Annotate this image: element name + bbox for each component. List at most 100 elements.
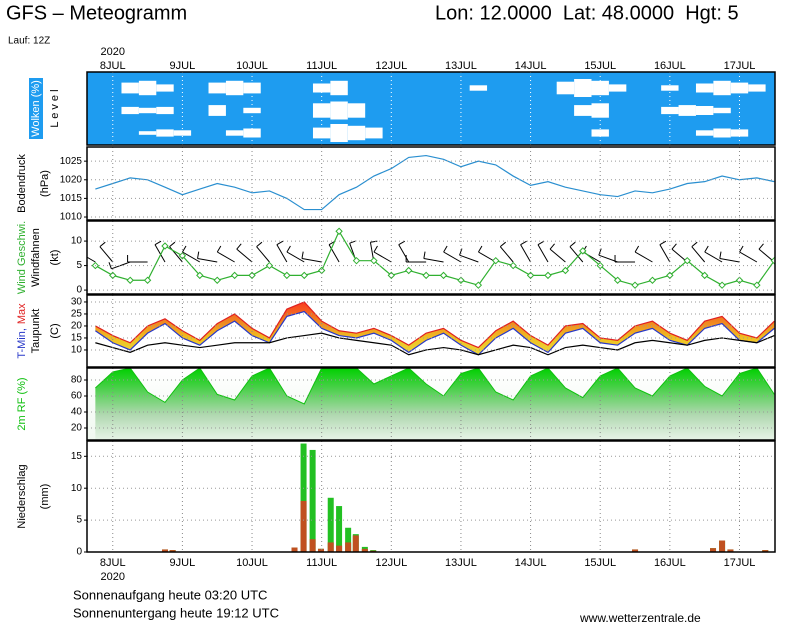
y-tick-label: 5	[76, 260, 82, 271]
wind-barb	[499, 246, 514, 263]
barb-feather	[569, 241, 576, 248]
cloud-cover	[121, 82, 139, 94]
x-tick-label: 13JUL	[445, 557, 477, 569]
panel	[78, 227, 775, 289]
axis-label-part: L e v e l	[49, 89, 61, 127]
barb-feather	[691, 241, 698, 248]
x-tick-label: 11JUL	[306, 557, 337, 569]
marker	[509, 261, 517, 270]
wind-barb	[659, 244, 671, 263]
bar	[169, 550, 176, 552]
wind-barb	[520, 244, 532, 263]
marker	[648, 276, 657, 284]
cloud-cover	[225, 130, 244, 136]
marker	[544, 271, 552, 280]
bar	[336, 545, 343, 552]
bar	[345, 527, 352, 552]
line	[95, 229, 775, 286]
x-tick-label: 17JUL	[724, 557, 756, 569]
axis-label-part: (kt)	[49, 250, 61, 266]
cloud-cover	[330, 124, 348, 142]
level-label: Mittel	[60, 105, 84, 116]
axis-label: Taupunkt	[30, 309, 42, 354]
cloud-cover	[713, 80, 731, 96]
panel-frame	[86, 146, 776, 221]
panel	[161, 443, 769, 552]
wind-barb	[739, 251, 758, 263]
panel-frame	[86, 71, 776, 146]
cloud-cover	[156, 106, 174, 115]
wind-barb	[276, 244, 288, 263]
axis-label: (C)	[49, 323, 61, 338]
run: Lauf: 12Z	[8, 36, 50, 47]
marker	[109, 271, 117, 280]
cloud-cover	[574, 105, 592, 116]
barb-feather	[373, 245, 378, 253]
y-tick-label: 20	[71, 321, 83, 332]
cloud-cover	[661, 106, 679, 115]
y-tick-label: 15	[71, 333, 83, 344]
cloud-cover	[225, 80, 244, 96]
barb-feather	[598, 248, 602, 256]
axis-label: T-Min, Max	[16, 303, 28, 359]
y-tick-label: 10	[71, 345, 83, 356]
area-line	[95, 368, 775, 405]
wind-barb	[236, 248, 253, 263]
barb-feather	[398, 240, 406, 246]
axis-label-part: Wind Geschwi.	[16, 221, 28, 294]
panel-frame	[86, 220, 776, 295]
bar	[309, 539, 316, 552]
marker	[422, 271, 430, 280]
wind-barb	[443, 251, 462, 263]
barb-feather	[739, 245, 744, 253]
axis-label-part: Wolken (%)	[30, 80, 42, 137]
wind-barb	[87, 256, 96, 263]
temp-band	[95, 301, 775, 355]
marker	[230, 271, 239, 280]
y-tick-label: 1025	[60, 156, 83, 167]
bar	[161, 549, 168, 552]
barb-feather	[704, 245, 709, 253]
panel	[95, 368, 775, 440]
marker	[718, 281, 726, 289]
barb-feather	[459, 248, 463, 256]
line	[95, 310, 775, 356]
wind-barb	[598, 254, 618, 263]
axis-label-part: Bodendruck	[16, 154, 28, 213]
cloud-cover	[330, 80, 348, 96]
marker	[387, 271, 396, 280]
cloud-cover	[347, 103, 366, 118]
x-tick-label: 15JUL	[584, 60, 616, 72]
x-tick-label: 14JUL	[515, 60, 547, 72]
x-tick-label: 11JUL	[306, 60, 337, 72]
barb-feather	[537, 240, 545, 246]
wind-barb	[217, 251, 235, 263]
source: www.wetterzentrale.de	[579, 611, 701, 625]
bar	[291, 547, 298, 552]
bar	[762, 550, 769, 552]
axis-label-part: Taupunkt	[30, 309, 42, 354]
barb-feather	[78, 246, 82, 252]
cloud-cover	[365, 127, 383, 139]
marker	[161, 242, 169, 250]
barb-feather	[108, 262, 112, 270]
cloud-cover	[156, 129, 174, 137]
x-tick-label: 12JUL	[375, 60, 407, 72]
axis-label: Niederschlag	[16, 464, 28, 528]
marker	[196, 271, 204, 280]
area-fill	[95, 368, 775, 440]
wind-barb	[537, 244, 549, 263]
level-label: Tief	[68, 128, 85, 139]
wind-barb	[719, 258, 740, 263]
axis-label-part: (hPa)	[39, 170, 51, 197]
marker	[666, 271, 674, 280]
axis-label: L e v e l	[49, 89, 61, 127]
x-tick-label: 15JUL	[584, 557, 616, 569]
wind-barb	[197, 258, 218, 263]
bar	[327, 497, 334, 552]
axis-label: (kt)	[49, 250, 61, 266]
barb-feather	[216, 245, 222, 253]
axis-label-part: T-Min,	[16, 328, 28, 359]
barb-feather	[758, 243, 764, 250]
